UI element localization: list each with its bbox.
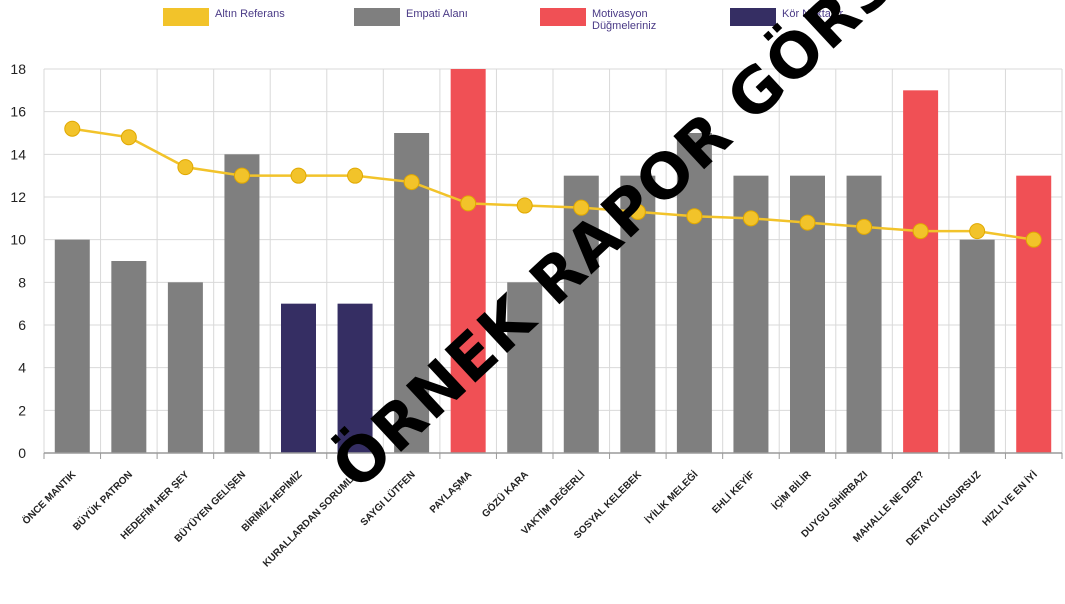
reference-point [686, 208, 703, 225]
legend-swatch-altin-referans [163, 8, 209, 26]
legend-swatch-kor-noktalar [730, 8, 776, 26]
reference-point [233, 167, 250, 184]
bar [507, 282, 543, 453]
bar [846, 175, 882, 453]
x-tick-label: İYİLİK MELEĞİ [642, 468, 700, 526]
y-tick-label: 2 [18, 402, 26, 418]
reference-point [969, 223, 986, 240]
reference-point [120, 129, 137, 146]
bar [903, 90, 939, 453]
reference-point [177, 159, 194, 176]
x-tick-label: PAYLAŞMA [428, 469, 474, 515]
legend-label-kor-noktalar: Kör Noktalar [782, 8, 844, 20]
x-tick-label: BİRİMİZ HEPİMİZ [238, 468, 304, 534]
legend-label-motivasyon: Motivasyon Düğmeleriniz [592, 8, 657, 32]
bar [450, 69, 486, 453]
legend-item-altin-referans: Altın Referans [163, 8, 285, 26]
reference-point [1025, 231, 1042, 248]
reference-point [742, 210, 759, 227]
bar [959, 239, 995, 453]
reference-point [856, 218, 873, 235]
y-tick-label: 8 [18, 274, 26, 290]
y-tick-label: 18 [10, 61, 26, 77]
reference-point [516, 197, 533, 214]
y-tick-label: 6 [18, 317, 26, 333]
y-tick-label: 16 [10, 104, 26, 120]
x-tick-label: HIZLI VE EN İYİ [979, 468, 1040, 529]
y-tick-label: 12 [10, 189, 26, 205]
reference-point [290, 167, 307, 184]
x-tick-label: İÇİM BİLİR [769, 467, 814, 512]
legend-item-kor-noktalar: Kör Noktalar [730, 8, 843, 26]
reference-point [573, 199, 590, 216]
bar [563, 175, 599, 453]
bar [111, 261, 147, 453]
reference-point [799, 214, 816, 231]
x-tick-label: BÜYÜK PATRON [70, 468, 135, 533]
legend-swatch-empati-alani [354, 8, 400, 26]
legend: Altın Referans Empati Alanı Motivasyon D… [0, 6, 1065, 46]
y-tick-label: 4 [18, 360, 26, 376]
legend-item-empati-alani: Empati Alanı [354, 8, 468, 26]
bar [1016, 175, 1052, 453]
reference-point [347, 167, 364, 184]
reference-point [629, 203, 646, 220]
y-tick-label: 0 [18, 445, 26, 461]
x-tick-label: GÖZÜ KARA [479, 468, 531, 520]
bar [54, 239, 90, 453]
reference-point [403, 174, 420, 191]
y-tick-label: 10 [10, 232, 26, 248]
legend-label-altin-referans: Altın Referans [215, 8, 285, 20]
bar [620, 175, 656, 453]
reference-point [912, 223, 929, 240]
bar [167, 282, 203, 453]
bar [224, 154, 260, 454]
reference-point [64, 120, 81, 137]
reference-point [460, 195, 477, 212]
legend-item-motivasyon: Motivasyon Düğmeleriniz [540, 8, 672, 32]
legend-label-empati-alani: Empati Alanı [406, 8, 468, 20]
reference-line [72, 127, 1034, 241]
y-tick-label: 14 [10, 146, 26, 162]
bar [281, 303, 316, 453]
x-tick-label: EHLİ KEYİF [709, 468, 757, 516]
x-tick-label: KURALLARDAN SORUMLU [261, 469, 361, 569]
bar [676, 133, 712, 453]
legend-swatch-motivasyon [540, 8, 586, 26]
bar [337, 303, 373, 453]
x-tick-label: ÖNCE MANTIK [19, 467, 79, 527]
